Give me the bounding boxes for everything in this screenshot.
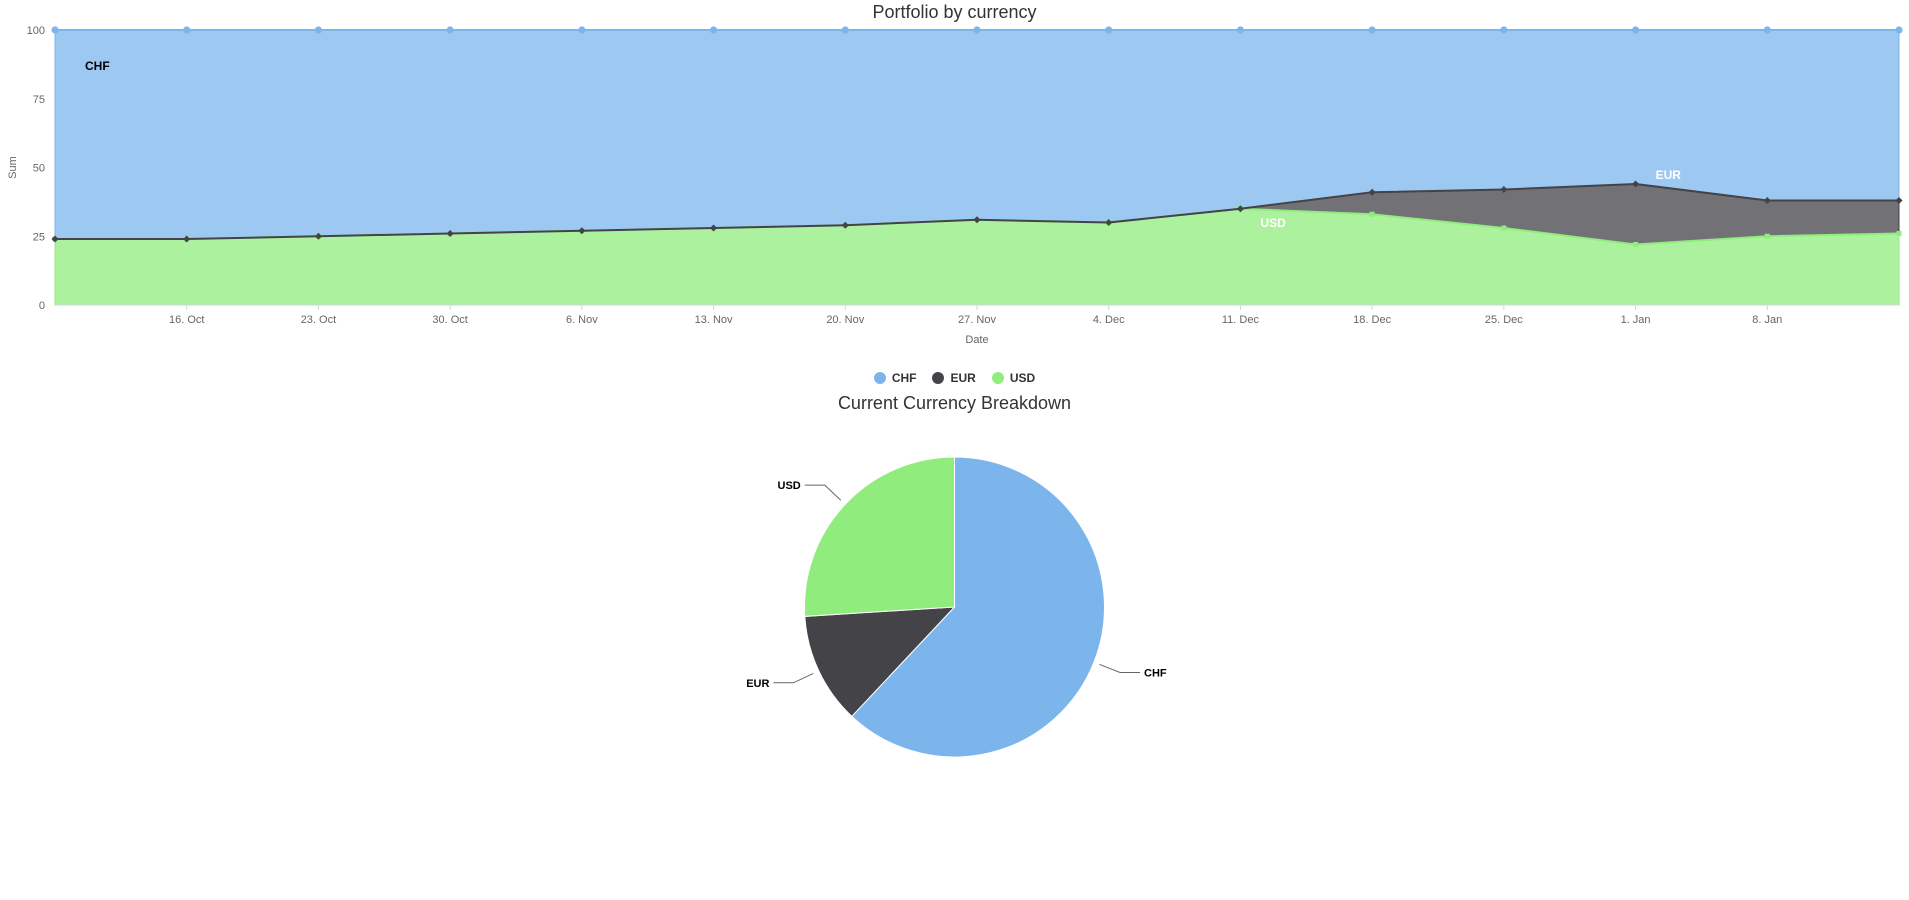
x-tick-label: 20. Nov	[826, 314, 864, 326]
y-axis-label: Sum	[7, 156, 19, 179]
y-tick-label: 50	[33, 163, 45, 175]
legend-label: USD	[1010, 371, 1035, 385]
series-annotation-chf: CHF	[85, 59, 110, 73]
marker-chf[interactable]	[1895, 26, 1902, 33]
x-axis-label: Date	[965, 334, 988, 346]
marker-chf[interactable]	[447, 26, 454, 33]
area-chart-title: Portfolio by currency	[872, 2, 1036, 22]
marker-chf[interactable]	[1369, 26, 1376, 33]
x-tick-label: 4. Dec	[1093, 314, 1125, 326]
legend-item-eur[interactable]: EUR	[932, 371, 975, 385]
y-tick-label: 0	[39, 300, 45, 312]
y-tick-label: 100	[27, 25, 45, 37]
pie-label-chf: CHF	[1144, 668, 1167, 680]
marker-usd[interactable]	[1897, 231, 1902, 236]
x-tick-label: 23. Oct	[301, 314, 336, 326]
x-tick-label: 13. Nov	[695, 314, 733, 326]
currency-pie-chart: Current Currency Breakdown CHF EUR USD	[0, 387, 1909, 792]
legend-item-usd[interactable]: USD	[992, 371, 1035, 385]
x-tick-label: 6. Nov	[566, 314, 598, 326]
pie-label-eur: EUR	[746, 678, 769, 690]
marker-chf[interactable]	[51, 26, 58, 33]
portfolio-area-chart: Portfolio by currency USD EUR CHF 0 25 50 75 100…	[0, 0, 1909, 387]
marker-chf[interactable]	[1500, 26, 1507, 33]
marker-chf[interactable]	[1764, 26, 1771, 33]
marker-chf[interactable]	[1237, 26, 1244, 33]
pie-connector	[805, 485, 841, 500]
legend-dot	[992, 372, 1004, 384]
series-annotation-usd: USD	[1260, 216, 1286, 230]
x-tick-label: 27. Nov	[958, 314, 996, 326]
legend-item-chf[interactable]: CHF	[874, 371, 917, 385]
marker-usd[interactable]	[1370, 212, 1375, 217]
pie-connector	[1100, 664, 1140, 672]
area-chart-legend: CHF EUR USD	[0, 371, 1909, 387]
x-tick-label: 18. Dec	[1353, 314, 1391, 326]
marker-usd[interactable]	[1765, 234, 1770, 239]
x-tick-label: 8. Jan	[1752, 314, 1782, 326]
pie-slice-usd[interactable]	[805, 457, 955, 616]
marker-chf[interactable]	[842, 26, 849, 33]
x-tick-label: 25. Dec	[1485, 314, 1523, 326]
x-tick-label: 1. Jan	[1621, 314, 1651, 326]
x-tick-label: 16. Oct	[169, 314, 204, 326]
marker-chf[interactable]	[1632, 26, 1639, 33]
marker-chf[interactable]	[183, 26, 190, 33]
pie-chart-title: Current Currency Breakdown	[838, 393, 1071, 413]
x-tick-label: 30. Oct	[432, 314, 467, 326]
x-tick-label: 11. Dec	[1222, 314, 1260, 326]
series-annotation-eur: EUR	[1656, 168, 1682, 182]
pie-label-usd: USD	[778, 480, 801, 492]
y-tick-label: 25	[33, 231, 45, 243]
legend-dot	[874, 372, 886, 384]
marker-chf[interactable]	[315, 26, 322, 33]
marker-chf[interactable]	[578, 26, 585, 33]
marker-chf[interactable]	[710, 26, 717, 33]
marker-usd[interactable]	[1501, 226, 1506, 231]
marker-usd[interactable]	[1633, 242, 1638, 247]
legend-dot	[932, 372, 944, 384]
marker-chf[interactable]	[1105, 26, 1112, 33]
marker-chf[interactable]	[973, 26, 980, 33]
pie-chart-svg: Current Currency Breakdown CHF EUR USD	[0, 387, 1909, 787]
legend-label: CHF	[892, 371, 917, 385]
legend-label: EUR	[950, 371, 975, 385]
area-chart-svg: Portfolio by currency USD EUR CHF 0 25 50 75 100…	[0, 0, 1909, 360]
y-tick-label: 75	[33, 94, 45, 106]
pie-connector	[773, 673, 813, 682]
